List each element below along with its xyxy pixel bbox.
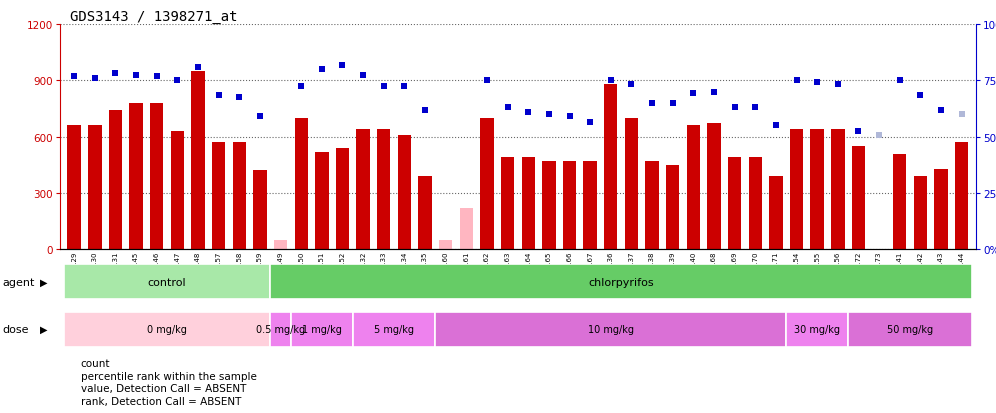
Bar <box>274 240 287 250</box>
Bar <box>542 162 556 250</box>
Bar <box>295 119 308 250</box>
Bar <box>913 177 927 250</box>
Bar <box>749 158 762 250</box>
Bar <box>353 312 435 347</box>
Bar <box>769 177 783 250</box>
Text: dose: dose <box>2 324 29 335</box>
Text: 50 mg/kg: 50 mg/kg <box>887 324 933 335</box>
Bar <box>584 162 597 250</box>
Bar <box>270 264 972 299</box>
Bar <box>893 154 906 250</box>
Bar <box>64 264 270 299</box>
Text: value, Detection Call = ABSENT: value, Detection Call = ABSENT <box>81 383 246 393</box>
Bar <box>666 166 679 250</box>
Text: 0.5 mg/kg: 0.5 mg/kg <box>256 324 305 335</box>
Bar <box>459 209 473 250</box>
Bar <box>435 312 786 347</box>
Bar <box>64 312 270 347</box>
Text: count: count <box>81 358 111 368</box>
Bar <box>377 130 390 250</box>
Text: 10 mg/kg: 10 mg/kg <box>588 324 633 335</box>
Bar <box>563 162 577 250</box>
Text: ▶: ▶ <box>40 324 48 335</box>
Text: percentile rank within the sample: percentile rank within the sample <box>81 371 257 381</box>
Bar <box>728 158 741 250</box>
Bar <box>270 312 291 347</box>
Bar <box>934 169 948 250</box>
Text: 1 mg/kg: 1 mg/kg <box>302 324 342 335</box>
Bar <box>645 162 658 250</box>
Bar <box>336 149 350 250</box>
Bar <box>786 312 849 347</box>
Bar <box>253 171 267 250</box>
Bar <box>707 124 721 250</box>
Bar <box>397 135 411 250</box>
Text: ▶: ▶ <box>40 277 48 287</box>
Bar <box>831 130 845 250</box>
Bar <box>686 126 700 250</box>
Bar <box>522 158 535 250</box>
Bar <box>191 72 205 250</box>
Text: 0 mg/kg: 0 mg/kg <box>147 324 187 335</box>
Text: rank, Detection Call = ABSENT: rank, Detection Call = ABSENT <box>81 396 241 406</box>
Bar <box>790 130 803 250</box>
Text: agent: agent <box>2 277 35 287</box>
Bar <box>88 126 102 250</box>
Bar <box>501 158 514 250</box>
Bar <box>624 119 638 250</box>
Bar <box>605 85 618 250</box>
Bar <box>170 132 184 250</box>
Bar <box>811 130 824 250</box>
Bar <box>480 119 494 250</box>
Text: control: control <box>147 277 186 287</box>
Bar <box>212 143 225 250</box>
Bar <box>852 147 866 250</box>
Text: chlorpyrifos: chlorpyrifos <box>589 277 654 287</box>
Bar <box>291 312 353 347</box>
Bar <box>955 143 968 250</box>
Text: GDS3143 / 1398271_at: GDS3143 / 1398271_at <box>70 10 237 24</box>
Bar <box>439 240 452 250</box>
Bar <box>233 143 246 250</box>
Bar <box>357 130 370 250</box>
Text: 5 mg/kg: 5 mg/kg <box>374 324 414 335</box>
Bar <box>129 104 142 250</box>
Bar <box>68 126 81 250</box>
Bar <box>150 104 163 250</box>
Bar <box>109 111 123 250</box>
Bar <box>315 152 329 250</box>
Bar <box>849 312 972 347</box>
Text: 30 mg/kg: 30 mg/kg <box>794 324 841 335</box>
Bar <box>418 177 431 250</box>
